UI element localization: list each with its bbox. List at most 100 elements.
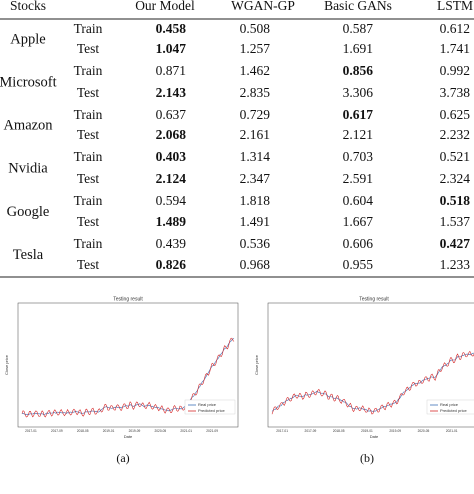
metric-value: 2.068 — [156, 127, 187, 142]
x-tick-label: 2017-09 — [51, 429, 63, 433]
x-tick-label: 2018-05 — [333, 429, 345, 433]
legend-label: Real price — [198, 402, 217, 407]
metric-value: 0.604 — [343, 193, 374, 208]
split-label: Test — [77, 257, 100, 272]
split-label: Train — [74, 107, 103, 122]
stock-name: Amazon — [3, 117, 53, 133]
metric-value: 2.835 — [240, 85, 271, 100]
metric-value: 0.637 — [156, 107, 187, 122]
metric-value: 1.537 — [440, 214, 471, 229]
plot-frame — [267, 302, 474, 428]
stock-name: Microsoft — [0, 74, 57, 90]
metric-value: 3.738 — [440, 85, 471, 100]
x-tick-label: 2019-01 — [103, 429, 115, 433]
legend-label: Predicted price — [198, 408, 225, 413]
metric-value: 0.439 — [156, 236, 187, 251]
x-axis-label: Date — [124, 434, 133, 439]
metric-value: 0.606 — [343, 236, 374, 251]
metric-value: 0.594 — [156, 193, 187, 208]
split-label: Train — [74, 149, 103, 164]
metric-value: 2.143 — [156, 85, 187, 100]
metric-value: 0.587 — [343, 21, 374, 36]
figure: Testing result Date Close price 2017-01 2017… — [254, 296, 474, 439]
split-label: Test — [77, 171, 100, 186]
metric-value: 1.257 — [240, 41, 271, 56]
y-axis-label: Close price — [4, 354, 9, 375]
metric-value: 0.968 — [240, 257, 271, 272]
split-label: Test — [77, 127, 100, 142]
metric-value: 1.691 — [343, 41, 373, 56]
metric-value: 0.992 — [440, 63, 470, 78]
metric-value: 2.347 — [240, 171, 271, 186]
plot-frame — [17, 302, 239, 428]
x-tick-label: 2019-09 — [389, 429, 401, 433]
x-tick-label: 2017-01 — [276, 429, 288, 433]
legend-box — [184, 399, 236, 415]
metric-value: 1.314 — [240, 149, 271, 164]
legend-label: Real price — [440, 402, 459, 407]
stock-name: Tesla — [13, 247, 44, 263]
legend-label: Predicted price — [440, 408, 467, 413]
metric-value: 0.427 — [440, 236, 471, 251]
predicted-price-line — [271, 350, 474, 415]
x-tick-label: 2021-01 — [180, 429, 192, 433]
column-header: LSTM — [437, 0, 473, 13]
metric-value: 0.955 — [343, 257, 374, 272]
metric-value: 1.489 — [156, 214, 187, 229]
metric-value: 0.536 — [240, 236, 271, 251]
x-tick-label: 2019-01 — [361, 429, 373, 433]
figure-caption: (a) — [116, 451, 129, 465]
split-label: Train — [74, 21, 103, 36]
metric-value: 2.124 — [156, 171, 187, 186]
metric-value: 1.047 — [156, 41, 187, 56]
metric-value: 2.161 — [240, 127, 270, 142]
metric-value: 0.612 — [440, 21, 470, 36]
x-tick-label: 2017-09 — [305, 429, 317, 433]
metric-value: 1.462 — [240, 63, 270, 78]
y-axis-label: Close price — [254, 354, 259, 375]
split-label: Test — [77, 41, 100, 56]
metric-value: 1.667 — [343, 214, 374, 229]
metric-value: 0.508 — [240, 21, 271, 36]
metric-value: 0.871 — [156, 63, 186, 78]
x-tick-label: 2019-09 — [129, 429, 141, 433]
metric-value: 0.826 — [156, 257, 187, 272]
split-label: Test — [77, 214, 100, 229]
split-label: Train — [74, 193, 103, 208]
stock-name: Google — [7, 204, 50, 220]
x-tick-label: 2020-05 — [418, 429, 430, 433]
plot-title: Testing result — [359, 296, 389, 302]
metric-value: 2.232 — [440, 127, 470, 142]
figure-caption: (b) — [360, 451, 374, 465]
metric-value: 0.856 — [343, 63, 374, 78]
metric-value: 1.818 — [240, 193, 271, 208]
split-label: Train — [74, 63, 103, 78]
metric-value: 2.591 — [343, 171, 373, 186]
metric-value: 0.703 — [343, 149, 374, 164]
metric-value: 0.521 — [440, 149, 470, 164]
metric-value: 1.233 — [440, 257, 471, 272]
split-label: Train — [74, 236, 103, 251]
metric-value: 0.518 — [440, 193, 471, 208]
metric-value: 1.491 — [240, 214, 270, 229]
x-tick-label: 2021-09 — [206, 429, 218, 433]
metric-value: 0.458 — [156, 21, 187, 36]
x-axis-label: Date — [370, 434, 379, 439]
x-tick-label: 2017-01 — [25, 429, 37, 433]
column-header: Basic GANs — [324, 0, 392, 13]
metric-value: 0.617 — [343, 107, 374, 122]
column-header: WGAN-GP — [231, 0, 295, 13]
metric-value: 3.306 — [343, 85, 374, 100]
column-header: Stocks — [10, 0, 46, 13]
metric-value: 2.121 — [343, 127, 373, 142]
metric-value: 1.741 — [440, 41, 470, 56]
x-tick-label: 2018-05 — [77, 429, 89, 433]
split-label: Test — [77, 85, 100, 100]
stock-name: Nvidia — [8, 160, 48, 176]
x-tick-label: 2020-05 — [155, 429, 167, 433]
metric-value: 2.324 — [440, 171, 471, 186]
legend-box — [426, 399, 474, 415]
metric-value: 0.625 — [440, 107, 471, 122]
